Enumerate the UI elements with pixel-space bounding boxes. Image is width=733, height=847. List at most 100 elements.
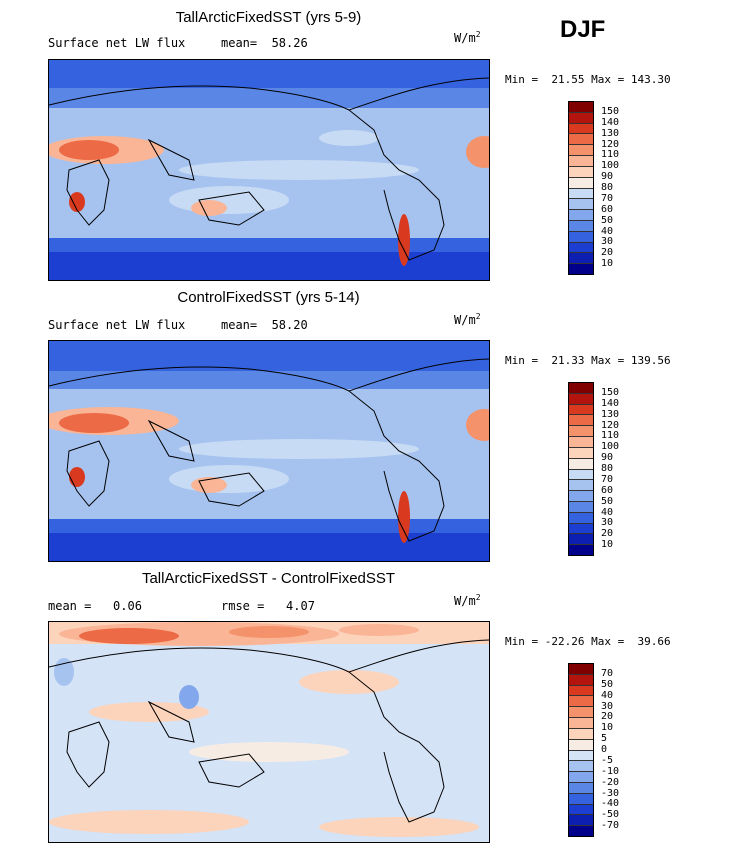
colorbar-tick-label: -10 — [601, 765, 620, 777]
colorbar-swatch — [569, 393, 593, 405]
panel-1-min-max: Min = 21.55 Max = 143.30 — [505, 73, 671, 86]
panel-1-mean: mean= 58.26 — [221, 36, 308, 50]
colorbar-tick-label: 140 — [601, 116, 620, 128]
panel-3-map-field — [49, 622, 489, 842]
panel-2-colorbar — [568, 382, 594, 556]
colorbar-tick-label: 120 — [601, 419, 620, 431]
colorbar-tick-label: 20 — [601, 247, 614, 259]
panel-2-mean: mean= 58.20 — [221, 318, 308, 332]
colorbar-swatch — [569, 728, 593, 740]
colorbar-tick-label: 130 — [601, 408, 620, 420]
panel-2-units: W/m2 — [454, 312, 481, 327]
colorbar-swatch — [569, 804, 593, 816]
colorbar-swatch — [569, 415, 593, 427]
colorbar-swatch — [569, 707, 593, 719]
colorbar-tick-label: 70 — [601, 473, 614, 485]
colorbar-swatch — [569, 253, 593, 265]
panel-1-map — [48, 59, 490, 281]
colorbar-swatch — [569, 815, 593, 827]
colorbar-swatch — [569, 220, 593, 232]
colorbar-swatch — [569, 102, 593, 113]
colorbar-tick-label: 80 — [601, 182, 614, 193]
colorbar-tick-label: -30 — [601, 787, 620, 799]
colorbar-tick-label: 40 — [601, 689, 614, 701]
panel-3-title: TallArcticFixedSST - ControlFixedSST — [141, 570, 396, 587]
colorbar-tick-label: 40 — [601, 506, 614, 518]
colorbar-swatch — [569, 458, 593, 470]
panel-1-colorbar-labels: 150 140 130 120 110 100 90 80 70 60 50 40 30 20 10 — [601, 101, 641, 275]
colorbar-swatch — [569, 750, 593, 762]
panel-3-colorbar-labels: 70 50 40 30 20 10 5 0 -5 -10 -20 -30 -40 -50 -70 — [601, 663, 641, 837]
colorbar-swatch — [569, 426, 593, 438]
colorbar-swatch — [569, 826, 593, 836]
colorbar-swatch — [569, 112, 593, 124]
colorbar-swatch — [569, 242, 593, 254]
colorbar-tick-label: -5 — [601, 754, 614, 766]
colorbar-tick-label: 10 — [601, 722, 614, 734]
colorbar-tick-label: -50 — [601, 809, 620, 821]
panel-3-min-max: Min = -22.26 Max = 39.66 — [505, 635, 671, 648]
colorbar-swatch — [569, 177, 593, 189]
colorbar-tick-label: 30 — [601, 517, 614, 529]
panel-3-colorbar — [568, 663, 594, 837]
colorbar-tick-label: 10 — [601, 258, 614, 270]
colorbar-swatch — [569, 145, 593, 157]
colorbar-swatch — [569, 156, 593, 167]
colorbar-swatch — [569, 545, 593, 555]
colorbar-tick-label: 140 — [601, 397, 620, 409]
panel-3-mean: mean = 0.06 — [48, 599, 142, 613]
colorbar-tick-label: 50 — [601, 678, 614, 690]
colorbar-tick-label: 70 — [601, 667, 614, 679]
colorbar-tick-label: 0 — [601, 744, 608, 755]
colorbar-tick-label: 60 — [601, 203, 614, 215]
colorbar-tick-label: 10 — [601, 539, 614, 551]
colorbar-swatch — [569, 447, 593, 459]
panel-1-field-name: Surface net LW flux — [48, 36, 186, 50]
panel-2-field-name: Surface net LW flux — [48, 318, 186, 332]
panel-2-min-max: Min = 21.33 Max = 139.56 — [505, 354, 671, 367]
colorbar-swatch — [569, 210, 593, 221]
colorbar-tick-label: 50 — [601, 495, 614, 507]
colorbar-tick-label: 30 — [601, 236, 614, 248]
panel-2-title: ControlFixedSST (yrs 5-14) — [177, 289, 360, 306]
panel-3-map — [48, 621, 490, 843]
colorbar-tick-label: -20 — [601, 776, 620, 788]
colorbar-tick-label: 80 — [601, 463, 614, 474]
colorbar-tick-label: 120 — [601, 138, 620, 150]
colorbar-swatch — [569, 772, 593, 783]
panel-3-units: W/m2 — [454, 593, 481, 608]
colorbar-swatch — [569, 166, 593, 178]
panel-2-map-field — [49, 341, 489, 561]
colorbar-swatch — [569, 674, 593, 686]
colorbar-tick-label: 5 — [601, 733, 608, 745]
panel-2-colorbar-labels: 150 140 130 120 110 100 90 80 70 60 50 40 30 20 10 — [601, 382, 641, 556]
colorbar-swatch — [569, 664, 593, 675]
colorbar-swatch — [569, 501, 593, 513]
panel-1-colorbar — [568, 101, 594, 275]
colorbar-tick-label: 40 — [601, 225, 614, 237]
colorbar-tick-label: 130 — [601, 127, 620, 139]
colorbar-swatch — [569, 188, 593, 200]
colorbar-swatch — [569, 718, 593, 729]
panel-2-map — [48, 340, 490, 562]
colorbar-swatch — [569, 739, 593, 751]
colorbar-swatch — [569, 383, 593, 394]
colorbar-swatch — [569, 404, 593, 416]
colorbar-tick-label: 20 — [601, 528, 614, 540]
colorbar-swatch — [569, 469, 593, 481]
panel-1-title: TallArcticFixedSST (yrs 5-9) — [175, 9, 362, 26]
colorbar-swatch — [569, 231, 593, 243]
colorbar-tick-label: 90 — [601, 452, 614, 464]
panel-1-units: W/m2 — [454, 30, 481, 45]
colorbar-tick-label: 90 — [601, 171, 614, 183]
panel-3-rmse: rmse = 4.07 — [221, 599, 315, 613]
colorbar-tick-label: 50 — [601, 214, 614, 226]
colorbar-tick-label: 110 — [601, 149, 620, 161]
colorbar-swatch — [569, 534, 593, 546]
colorbar-tick-label: 150 — [601, 386, 620, 398]
colorbar-tick-label: 20 — [601, 711, 614, 723]
season-label: DJF — [560, 16, 606, 43]
colorbar-swatch — [569, 782, 593, 794]
colorbar-swatch — [569, 793, 593, 805]
colorbar-swatch — [569, 437, 593, 448]
